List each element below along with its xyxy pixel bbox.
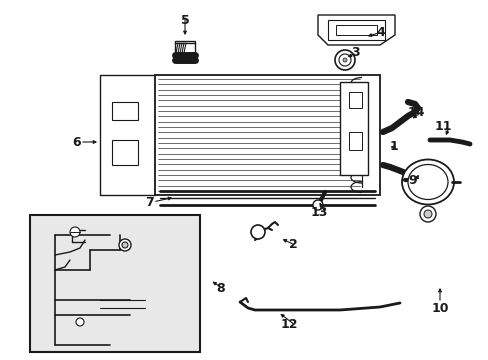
- Text: 3: 3: [351, 46, 359, 59]
- Bar: [348, 92, 361, 108]
- Circle shape: [342, 58, 346, 62]
- Text: 1: 1: [388, 140, 397, 153]
- Bar: [112, 140, 138, 165]
- Circle shape: [70, 227, 80, 237]
- Text: 9: 9: [407, 174, 416, 186]
- Text: 4: 4: [375, 26, 384, 39]
- Circle shape: [338, 54, 350, 66]
- Bar: [339, 82, 367, 175]
- Text: 13: 13: [310, 206, 327, 219]
- Text: 14: 14: [407, 105, 424, 118]
- Circle shape: [250, 225, 264, 239]
- Circle shape: [119, 239, 131, 251]
- Bar: [155, 75, 379, 195]
- Text: 2: 2: [289, 238, 297, 252]
- Bar: [175, 41, 195, 60]
- Bar: [30, 215, 200, 352]
- Circle shape: [419, 206, 435, 222]
- Bar: [112, 102, 138, 120]
- Text: 10: 10: [430, 302, 448, 315]
- Circle shape: [423, 210, 431, 218]
- Text: 11: 11: [434, 121, 451, 134]
- Ellipse shape: [407, 165, 447, 199]
- Text: 5: 5: [180, 13, 189, 27]
- Circle shape: [312, 200, 323, 210]
- Text: 7: 7: [145, 195, 153, 208]
- Bar: [100, 75, 155, 195]
- Circle shape: [76, 318, 84, 326]
- Bar: [327, 20, 384, 40]
- Bar: [335, 25, 376, 35]
- Text: 6: 6: [72, 135, 81, 148]
- Text: 8: 8: [216, 282, 224, 294]
- Bar: [348, 132, 361, 150]
- Circle shape: [122, 242, 128, 248]
- Text: 12: 12: [280, 319, 297, 332]
- Ellipse shape: [401, 159, 453, 204]
- Polygon shape: [317, 15, 394, 45]
- Circle shape: [334, 50, 354, 70]
